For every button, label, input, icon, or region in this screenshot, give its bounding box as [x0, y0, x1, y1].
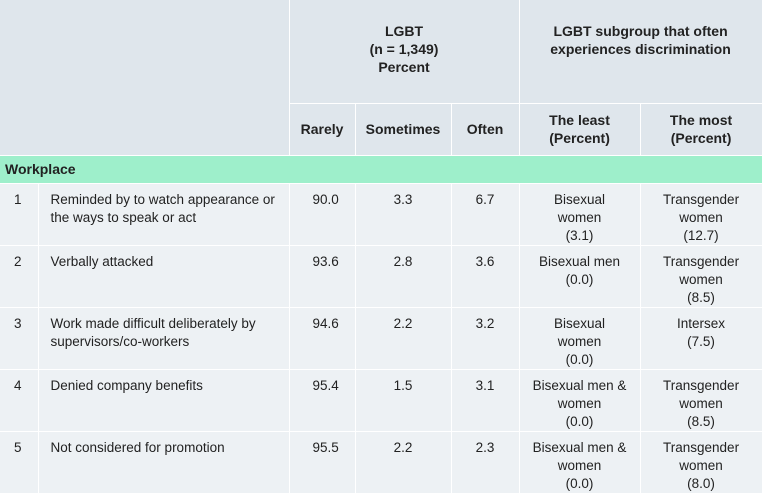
row-sometimes: 2.2 [355, 431, 452, 494]
row-sometimes: 2.8 [355, 245, 452, 308]
row-most: Transgender women (8.0) [640, 431, 762, 494]
row-rarely: 90.0 [289, 183, 356, 246]
row-often: 6.7 [451, 183, 520, 246]
row-least: Bisexual men & women (0.0) [519, 369, 641, 432]
row-number: 3 [0, 307, 39, 370]
header-often: Often [451, 103, 520, 156]
row-sometimes: 3.3 [355, 183, 452, 246]
table-row: 2 Verbally attacked 93.6 2.8 3.6 Bisexua… [0, 245, 762, 308]
header-subgroup: LGBT subgroup that often experiences dis… [519, 0, 762, 104]
header-lgbt-title: LGBT [384, 23, 424, 39]
header-most: The most (Percent) [640, 103, 762, 156]
row-least: Bisexual women (0.0) [519, 307, 641, 370]
row-often: 3.1 [451, 369, 520, 432]
section-row-workplace: Workplace [0, 155, 762, 184]
row-item: Not considered for promotion [38, 431, 290, 494]
header-rarely: Rarely [289, 103, 356, 156]
header-subgroup-title: LGBT subgroup that often experiences dis… [550, 23, 731, 57]
section-label: Workplace [0, 155, 762, 184]
row-sometimes: 1.5 [355, 369, 452, 432]
row-most: Transgender women (12.7) [640, 183, 762, 246]
row-rarely: 95.5 [289, 431, 356, 494]
row-least: Bisexual women (3.1) [519, 183, 641, 246]
row-most: Intersex (7.5) [640, 307, 762, 370]
header-row-top: LGBT (n = 1,349) Percent LGBT subgroup t… [0, 0, 762, 156]
table-row: 5 Not considered for promotion 95.5 2.2 … [0, 431, 762, 494]
row-item: Verbally attacked [38, 245, 290, 308]
row-often: 2.3 [451, 431, 520, 494]
row-item: Denied company benefits [38, 369, 290, 432]
row-item: Work made difficult deliberately by supe… [38, 307, 290, 370]
row-least: Bisexual men & women (0.0) [519, 431, 641, 494]
row-often: 3.6 [451, 245, 520, 308]
row-most: Transgender women (8.5) [640, 245, 762, 308]
row-number: 1 [0, 183, 39, 246]
row-number: 4 [0, 369, 39, 432]
header-sometimes: Sometimes [355, 103, 452, 156]
row-least: Bisexual men (0.0) [519, 245, 641, 308]
row-number: 2 [0, 245, 39, 308]
row-number: 5 [0, 431, 39, 494]
row-often: 3.2 [451, 307, 520, 370]
row-most: Transgender women (8.5) [640, 369, 762, 432]
header-lgbt-unit: Percent [378, 59, 430, 75]
header-lgbt: LGBT (n = 1,349) Percent [289, 0, 520, 104]
row-rarely: 93.6 [289, 245, 356, 308]
header-least: The least (Percent) [519, 103, 641, 156]
table-row: 1 Reminded by to watch appearance or the… [0, 183, 762, 246]
row-item: Reminded by to watch appearance or the w… [38, 183, 290, 246]
header-lgbt-n: (n = 1,349) [369, 41, 439, 57]
row-rarely: 95.4 [289, 369, 356, 432]
table-row: 3 Work made difficult deliberately by su… [0, 307, 762, 370]
header-row-bottom: Rarely Sometimes Often The least (Percen… [0, 103, 762, 156]
row-rarely: 94.6 [289, 307, 356, 370]
row-sometimes: 2.2 [355, 307, 452, 370]
header-blank [0, 0, 290, 156]
table-row: 4 Denied company benefits 95.4 1.5 3.1 B… [0, 369, 762, 432]
